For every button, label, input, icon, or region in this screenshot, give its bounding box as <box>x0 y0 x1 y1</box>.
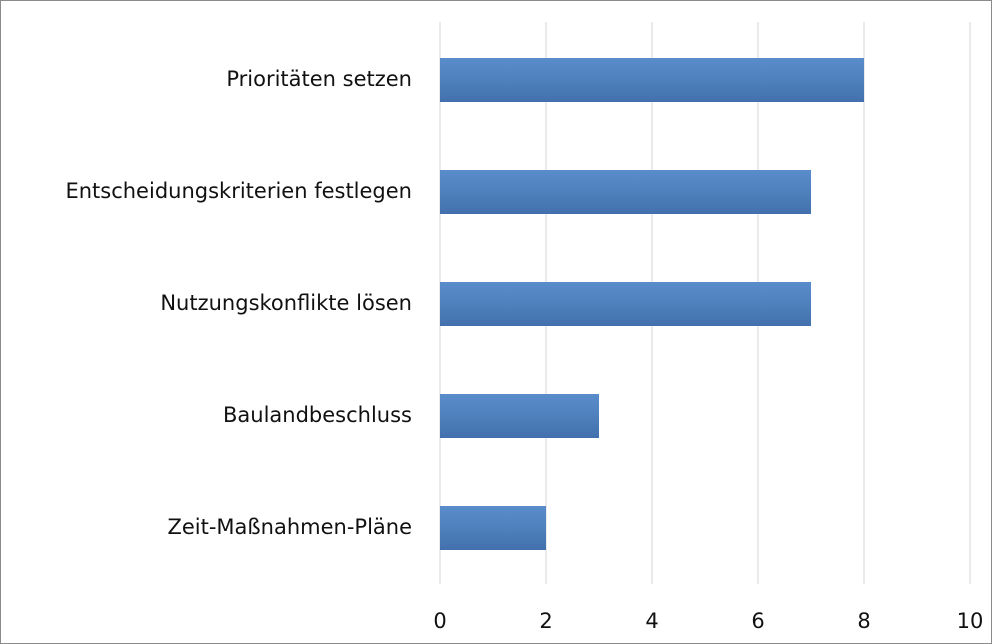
x-tick-label: 8 <box>857 609 870 633</box>
x-tick-label: 0 <box>433 609 446 633</box>
bar <box>440 58 864 102</box>
x-tick-label: 2 <box>539 609 552 633</box>
y-tick-label: Zeit-Maßnahmen-Pläne <box>167 515 412 539</box>
bar <box>440 506 546 550</box>
y-tick-label: Nutzungskonflikte lösen <box>160 291 412 315</box>
bar <box>440 394 599 438</box>
x-tick-label: 6 <box>751 609 764 633</box>
bar <box>440 282 811 326</box>
x-tick-label: 10 <box>957 609 984 633</box>
bar <box>440 170 811 214</box>
x-tick-label: 4 <box>645 609 658 633</box>
y-tick-label: Baulandbeschluss <box>223 403 412 427</box>
y-tick-label: Entscheidungskriterien festlegen <box>65 179 412 203</box>
y-tick-label: Prioritäten setzen <box>226 67 412 91</box>
